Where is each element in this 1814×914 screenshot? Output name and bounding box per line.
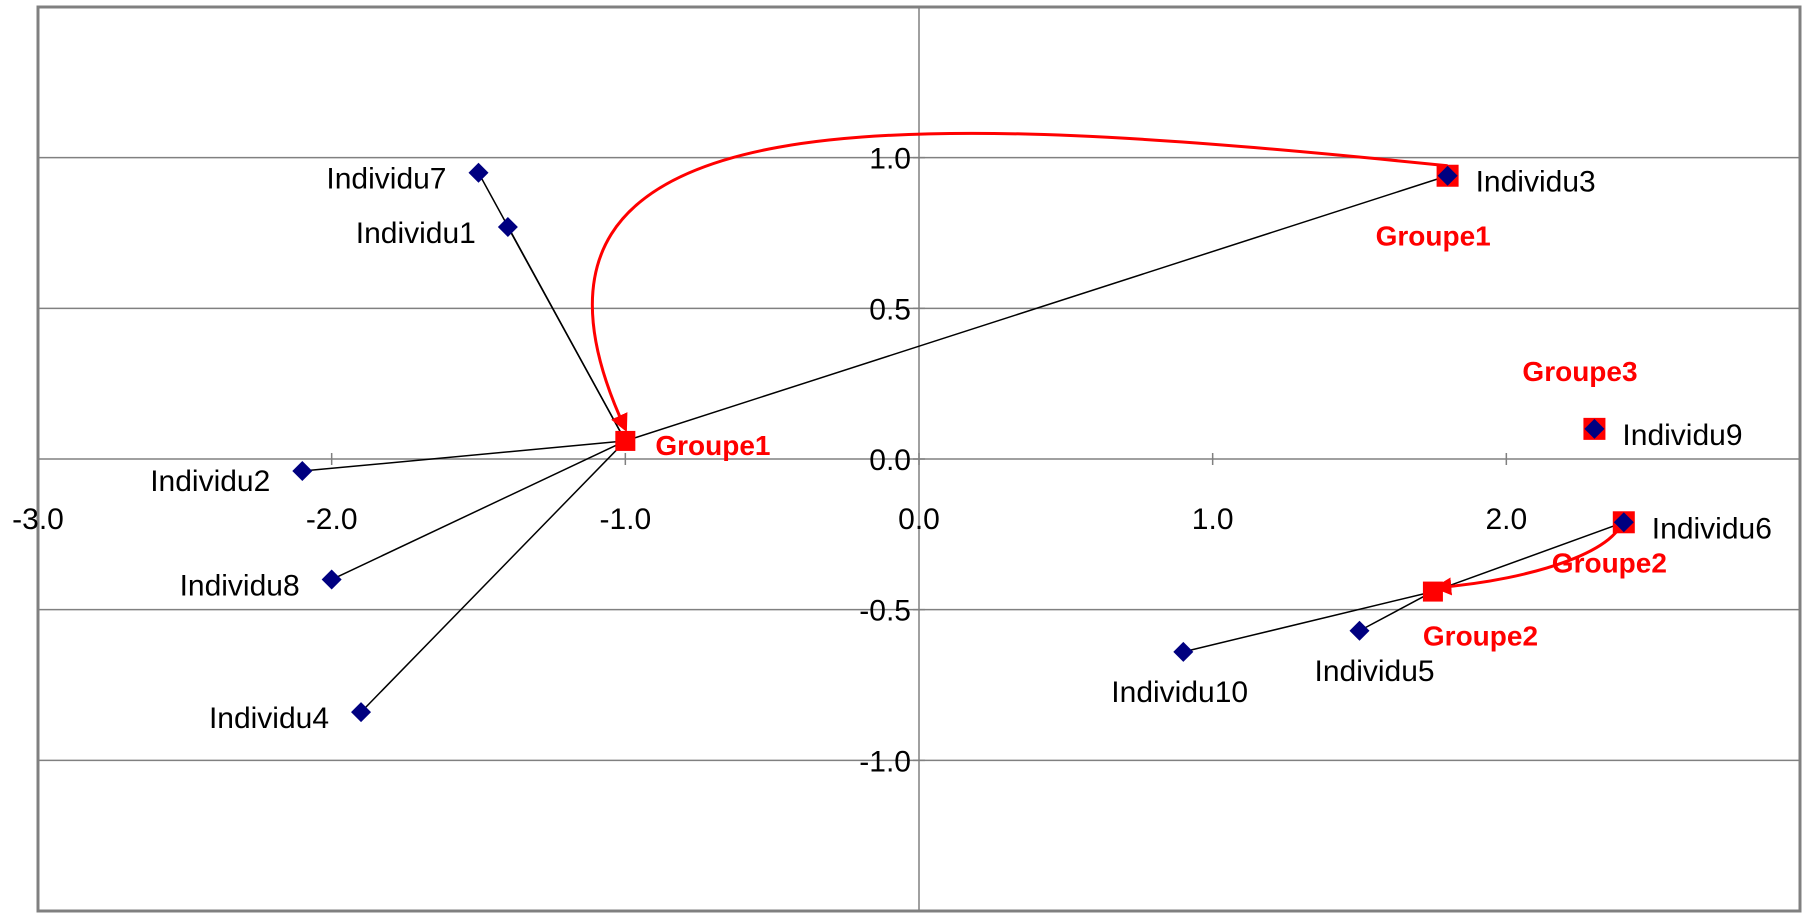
x-tick-label: 2.0 [1485,503,1527,536]
y-tick-label: -0.5 [859,595,911,628]
data-point [1613,512,1634,533]
y-tick-label: 0.5 [869,293,911,326]
point-label: Individu10 [1111,676,1248,709]
centroid-marker [615,430,636,451]
data-point [292,461,313,482]
x-tick-label: -1.0 [599,503,651,536]
x-tick-label: 1.0 [1192,503,1234,536]
point-label: Individu7 [326,163,446,196]
link-line [625,175,1448,442]
link-line [331,440,626,581]
x-tick-label: -2.0 [306,503,358,536]
reassignment-arrow [590,131,1448,433]
x-tick-label: -3.0 [12,503,64,536]
link-line [507,226,626,442]
link-line [1183,590,1434,653]
data-point [351,702,372,723]
y-tick-label: 0.0 [869,444,911,477]
point-label: Individu8 [180,570,300,603]
point-label: Individu4 [209,702,329,735]
point-label: Individu9 [1622,419,1742,452]
centroid-label: Groupe1 [655,430,770,461]
data-points [292,162,1635,723]
data-point [1349,620,1370,641]
data-point [321,569,342,590]
y-tick-label: -1.0 [859,745,911,778]
y-tick-label: 1.0 [869,143,911,176]
link-line [360,440,626,713]
point-label: Individu3 [1476,166,1596,199]
centroid-marker [1422,581,1443,602]
data-point [497,216,518,237]
x-tick-label: 0.0 [898,503,940,536]
point-label: Individu1 [356,217,476,250]
link-line [302,440,626,472]
point-label: Individu6 [1652,512,1772,545]
centroid-label: Groupe2 [1423,621,1538,652]
link-line [1359,590,1434,632]
data-point [1173,641,1194,662]
seed-label: Groupe3 [1522,356,1637,387]
point-label: Individu5 [1315,655,1435,688]
group-links [302,172,1625,713]
seed-label: Groupe1 [1376,221,1491,252]
data-point [1437,165,1458,186]
seed-label: Groupe2 [1552,547,1667,578]
point-label: Individu2 [150,465,270,498]
labels: Individu7 Individu1 Individu2 Individu8 Indi… [150,163,1772,735]
data-point [468,162,489,183]
link-line [1432,521,1625,593]
axes: -3.0 -2.0 -1.0 0.0 1.0 2.0 1.0 0.5 0.0 -0.5 -1.0 [12,7,1800,911]
data-point [1584,418,1605,439]
